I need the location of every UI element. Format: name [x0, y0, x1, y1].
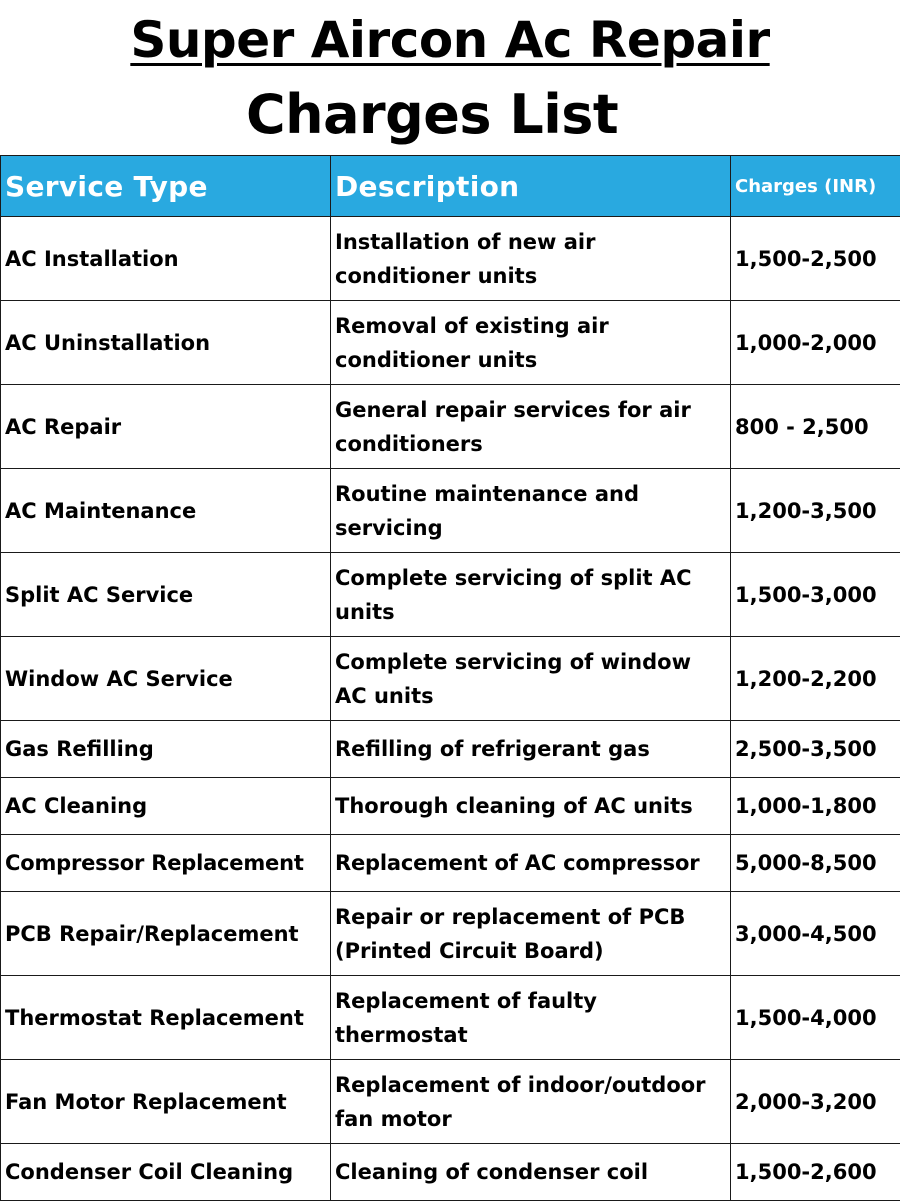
charges-cell: 1,200-3,500	[731, 469, 900, 553]
description-cell: Complete servicing of split AC units	[331, 553, 731, 637]
table-row: Fan Motor Replacement Replacement of ind…	[1, 1060, 900, 1144]
service-cell: AC Repair	[1, 385, 331, 469]
service-cell: Split AC Service	[1, 553, 331, 637]
description-cell: General repair services for air conditio…	[331, 385, 731, 469]
table-row: Thermostat Replacement Replacement of fa…	[1, 976, 900, 1060]
service-cell: AC Maintenance	[1, 469, 331, 553]
description-cell: Thorough cleaning of AC units	[331, 778, 731, 835]
charges-cell: 1,500-4,000	[731, 976, 900, 1060]
header-description: Description	[331, 156, 731, 217]
charges-cell: 1,000-2,000	[731, 301, 900, 385]
description-cell: Cleaning of condenser coil	[331, 1144, 731, 1201]
table-row: AC Uninstallation Removal of existing ai…	[1, 301, 900, 385]
description-cell: Complete servicing of window AC units	[331, 637, 731, 721]
charges-cell: 1,000-1,800	[731, 778, 900, 835]
table-header-row: Service Type Description Charges (INR)	[1, 156, 900, 217]
header-service-type: Service Type	[1, 156, 331, 217]
charges-cell: 2,000-3,200	[731, 1060, 900, 1144]
page-title: Super Aircon Ac Repair	[0, 8, 900, 72]
charges-cell: 800 - 2,500	[731, 385, 900, 469]
table-row: Window AC Service Complete servicing of …	[1, 637, 900, 721]
table-row: Compressor Replacement Replacement of AC…	[1, 835, 900, 892]
table-row: Gas Refilling Refilling of refrigerant g…	[1, 721, 900, 778]
table-row: AC Cleaning Thorough cleaning of AC unit…	[1, 778, 900, 835]
service-cell: AC Installation	[1, 217, 331, 301]
service-cell: AC Cleaning	[1, 778, 331, 835]
description-cell: Replacement of AC compressor	[331, 835, 731, 892]
table-row: AC Repair General repair services for ai…	[1, 385, 900, 469]
description-cell: Installation of new air conditioner unit…	[331, 217, 731, 301]
charges-cell: 1,500-2,600	[731, 1144, 900, 1201]
charges-cell: 5,000-8,500	[731, 835, 900, 892]
description-cell: Removal of existing air conditioner unit…	[331, 301, 731, 385]
title-block: Super Aircon Ac Repair Charges List	[0, 0, 900, 155]
page-subtitle: Charges List	[246, 82, 618, 148]
table-row: Condenser Coil Cleaning Cleaning of cond…	[1, 1144, 900, 1201]
service-cell: Condenser Coil Cleaning	[1, 1144, 331, 1201]
service-cell: Thermostat Replacement	[1, 976, 331, 1060]
charges-table: Service Type Description Charges (INR) A…	[0, 155, 900, 1201]
description-cell: Replacement of faulty thermostat	[331, 976, 731, 1060]
description-cell: Repair or replacement of PCB (Printed Ci…	[331, 892, 731, 976]
service-cell: PCB Repair/Replacement	[1, 892, 331, 976]
description-cell: Refilling of refrigerant gas	[331, 721, 731, 778]
charges-cell: 2,500-3,500	[731, 721, 900, 778]
table-row: AC Installation Installation of new air …	[1, 217, 900, 301]
description-cell: Routine maintenance and servicing	[331, 469, 731, 553]
service-cell: Compressor Replacement	[1, 835, 331, 892]
header-charges: Charges (INR)	[731, 156, 900, 217]
service-cell: Gas Refilling	[1, 721, 331, 778]
table-row: AC Maintenance Routine maintenance and s…	[1, 469, 900, 553]
charges-cell: 3,000-4,500	[731, 892, 900, 976]
table-row: PCB Repair/Replacement Repair or replace…	[1, 892, 900, 976]
charges-cell: 1,500-2,500	[731, 217, 900, 301]
description-cell: Replacement of indoor/outdoor fan motor	[331, 1060, 731, 1144]
service-cell: AC Uninstallation	[1, 301, 331, 385]
table-row: Split AC Service Complete servicing of s…	[1, 553, 900, 637]
charges-cell: 1,500-3,000	[731, 553, 900, 637]
service-cell: Fan Motor Replacement	[1, 1060, 331, 1144]
charges-cell: 1,200-2,200	[731, 637, 900, 721]
service-cell: Window AC Service	[1, 637, 331, 721]
